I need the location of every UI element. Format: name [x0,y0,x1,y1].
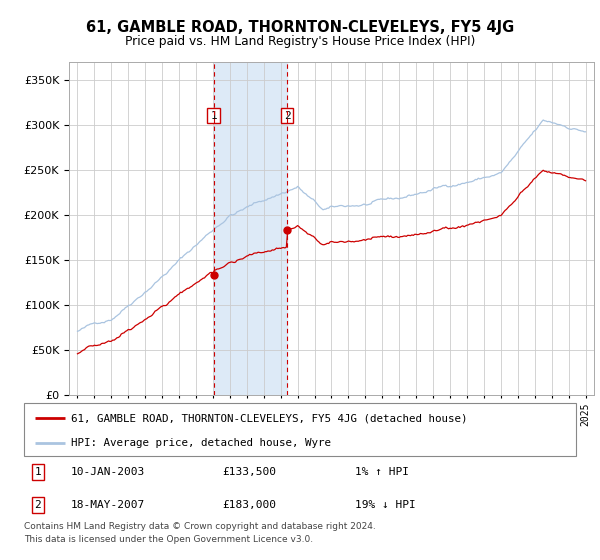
Text: Contains HM Land Registry data © Crown copyright and database right 2024.: Contains HM Land Registry data © Crown c… [24,522,376,531]
Text: £133,500: £133,500 [223,467,277,477]
Text: 2: 2 [284,111,290,120]
Bar [214,62,287,395]
Text: 1% ↑ HPI: 1% ↑ HPI [355,467,409,477]
Text: This data is licensed under the Open Government Licence v3.0.: This data is licensed under the Open Gov… [24,535,313,544]
Text: 2: 2 [34,500,41,510]
Text: HPI: Average price, detached house, Wyre: HPI: Average price, detached house, Wyre [71,437,331,447]
Text: 61, GAMBLE ROAD, THORNTON-CLEVELEYS, FY5 4JG: 61, GAMBLE ROAD, THORNTON-CLEVELEYS, FY5… [86,20,514,35]
Text: Price paid vs. HM Land Registry's House Price Index (HPI): Price paid vs. HM Land Registry's House … [125,35,475,48]
Text: 18-MAY-2007: 18-MAY-2007 [71,500,145,510]
Text: 19% ↓ HPI: 19% ↓ HPI [355,500,416,510]
Text: 61, GAMBLE ROAD, THORNTON-CLEVELEYS, FY5 4JG (detached house): 61, GAMBLE ROAD, THORNTON-CLEVELEYS, FY5… [71,413,467,423]
Text: 1: 1 [34,467,41,477]
Text: £183,000: £183,000 [223,500,277,510]
Text: 1: 1 [210,111,217,120]
Text: 10-JAN-2003: 10-JAN-2003 [71,467,145,477]
FancyBboxPatch shape [24,403,576,456]
